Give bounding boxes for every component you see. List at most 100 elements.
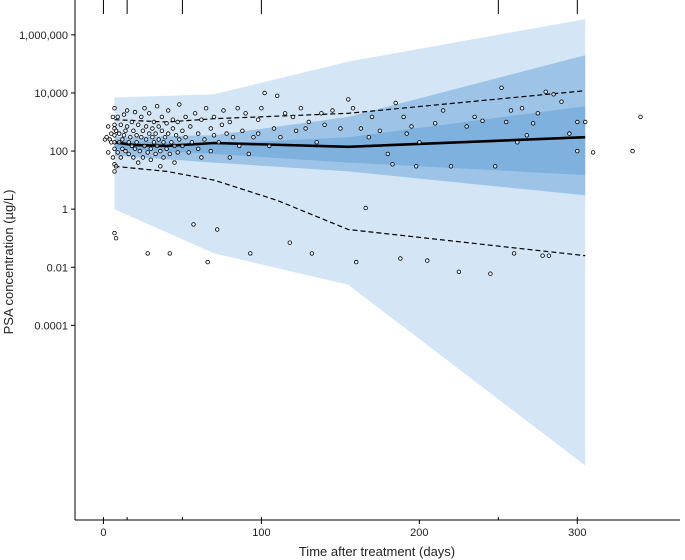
data-point xyxy=(154,103,160,109)
data-point xyxy=(180,143,185,149)
data-point xyxy=(170,117,176,122)
data-point xyxy=(151,119,157,125)
data-point xyxy=(112,105,117,111)
data-point xyxy=(243,111,248,116)
data-point xyxy=(306,119,311,125)
data-point xyxy=(290,114,296,120)
data-point xyxy=(115,114,120,120)
data-point xyxy=(112,230,117,236)
data-point xyxy=(309,251,315,256)
median-ci-band-narrow xyxy=(114,106,586,175)
data-point xyxy=(354,259,359,265)
data-point xyxy=(425,258,430,263)
data-point xyxy=(170,126,176,131)
data-point xyxy=(131,128,136,133)
data-point xyxy=(385,151,390,157)
data-point xyxy=(535,111,540,116)
data-point xyxy=(214,227,220,232)
data-point xyxy=(129,143,135,149)
data-point xyxy=(414,164,419,169)
data-point xyxy=(143,124,149,129)
data-point xyxy=(112,146,117,151)
data-point xyxy=(221,108,226,113)
data-point xyxy=(121,133,127,138)
data-point xyxy=(464,124,469,129)
data-point xyxy=(493,164,498,169)
data-point xyxy=(110,155,116,160)
data-point xyxy=(404,131,409,136)
data-point xyxy=(508,108,514,113)
data-point xyxy=(262,90,267,96)
data-point xyxy=(546,253,552,258)
data-point xyxy=(139,134,144,140)
data-point xyxy=(203,105,209,111)
y-tick-label: 0.0001 xyxy=(34,320,68,332)
data-point xyxy=(172,143,177,149)
data-point xyxy=(128,134,133,140)
data-point xyxy=(358,126,364,131)
y-tick-label: 0.01 xyxy=(47,262,68,274)
data-point xyxy=(195,146,201,151)
data-point xyxy=(154,143,160,149)
data-point xyxy=(113,128,119,133)
data-point xyxy=(169,140,174,145)
data-point xyxy=(177,137,182,142)
data-point xyxy=(322,122,327,127)
data-point xyxy=(159,128,165,133)
data-point xyxy=(173,133,179,138)
data-point xyxy=(109,131,114,136)
data-point xyxy=(123,128,128,133)
data-point xyxy=(150,126,155,131)
data-point xyxy=(165,108,171,113)
x-tick-label: 300 xyxy=(568,527,586,539)
axes xyxy=(74,0,680,521)
y-tick-label: 100 xyxy=(50,146,68,158)
data-point xyxy=(131,155,136,160)
data-point xyxy=(140,155,146,160)
data-point xyxy=(319,111,324,116)
data-point xyxy=(338,126,343,131)
data-point xyxy=(248,251,253,256)
data-point xyxy=(256,117,261,122)
data-point xyxy=(256,131,261,136)
data-point xyxy=(259,105,264,111)
data-point xyxy=(183,114,188,120)
data-point xyxy=(110,114,116,120)
data-point xyxy=(135,160,141,165)
data-point xyxy=(167,151,172,157)
data-point xyxy=(167,251,172,256)
data-point xyxy=(330,108,335,113)
data-point xyxy=(164,146,169,151)
data-point xyxy=(499,85,504,90)
data-point xyxy=(148,157,153,162)
data-point xyxy=(440,108,446,113)
data-point xyxy=(488,271,493,276)
data-point xyxy=(199,117,204,122)
y-axis-title: PSA concentration (µg/L) xyxy=(1,190,16,335)
data-point xyxy=(105,124,111,129)
data-point xyxy=(156,124,161,129)
data-point xyxy=(409,124,414,129)
data-point xyxy=(142,105,147,111)
data-point xyxy=(638,114,643,120)
x-tick-label: 200 xyxy=(410,527,428,539)
data-point xyxy=(275,93,280,98)
data-point xyxy=(456,269,462,274)
data-point xyxy=(398,256,403,261)
data-point xyxy=(540,253,545,258)
data-point xyxy=(515,140,520,145)
data-point xyxy=(630,148,635,154)
data-point xyxy=(188,124,193,129)
data-point xyxy=(524,133,529,138)
data-point xyxy=(153,131,158,136)
data-point xyxy=(113,164,119,169)
data-point xyxy=(208,148,213,154)
data-point xyxy=(189,140,195,145)
data-point xyxy=(161,140,166,145)
data-point xyxy=(230,134,236,140)
data-point xyxy=(151,140,157,145)
outer-prediction-band xyxy=(114,19,586,466)
data-point xyxy=(112,122,117,127)
lower-percentile-line xyxy=(114,165,586,257)
